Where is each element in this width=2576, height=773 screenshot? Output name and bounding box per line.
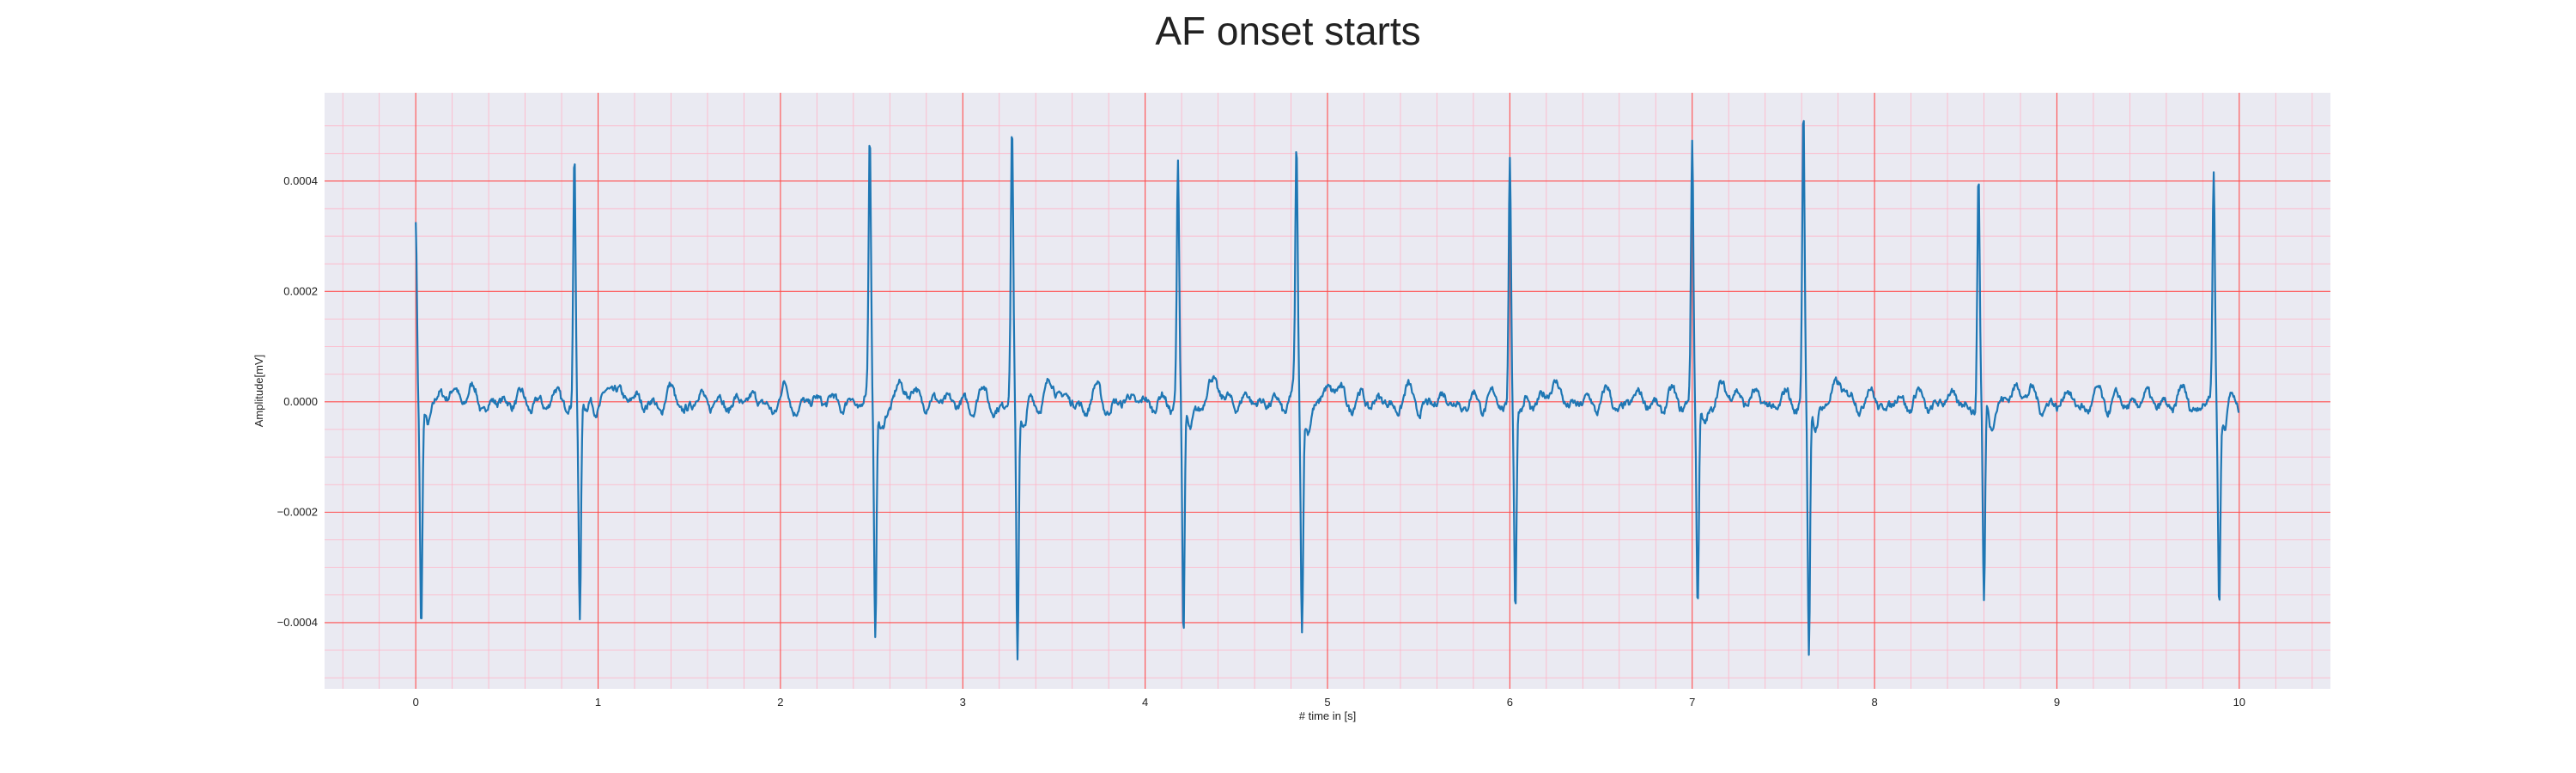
y-tick-labels: −0.0004 −0.0002 0.0000 0.0002 0.0004	[277, 174, 318, 629]
x-tick-label: 1	[595, 696, 601, 709]
x-tick-label: 7	[1689, 696, 1695, 709]
x-tick-label: 6	[1507, 696, 1513, 709]
x-tick-label: 5	[1324, 696, 1330, 709]
y-tick-label: 0.0000	[283, 395, 318, 408]
x-tick-label: 10	[2233, 696, 2245, 709]
y-tick-label: −0.0004	[277, 616, 318, 629]
x-tick-label: 2	[777, 696, 783, 709]
series-line-ecg	[415, 119, 2240, 660]
chart-title: AF onset starts	[1155, 9, 1420, 53]
y-axis-label: Amplitude[mV]	[252, 355, 265, 428]
x-tick-labels: 0 1 2 3 4 5 6 7 8 9 10	[413, 696, 2245, 709]
x-tick-label: 0	[413, 696, 419, 709]
y-tick-label: 0.0004	[283, 174, 318, 187]
x-tick-label: 8	[1871, 696, 1877, 709]
x-tick-label: 9	[2054, 696, 2060, 709]
y-tick-label: −0.0002	[277, 505, 318, 518]
x-tick-label: 4	[1142, 696, 1148, 709]
x-tick-label: 3	[960, 696, 966, 709]
y-tick-label: 0.0002	[283, 284, 318, 297]
x-axis-label: # time in [s]	[1299, 709, 1356, 722]
